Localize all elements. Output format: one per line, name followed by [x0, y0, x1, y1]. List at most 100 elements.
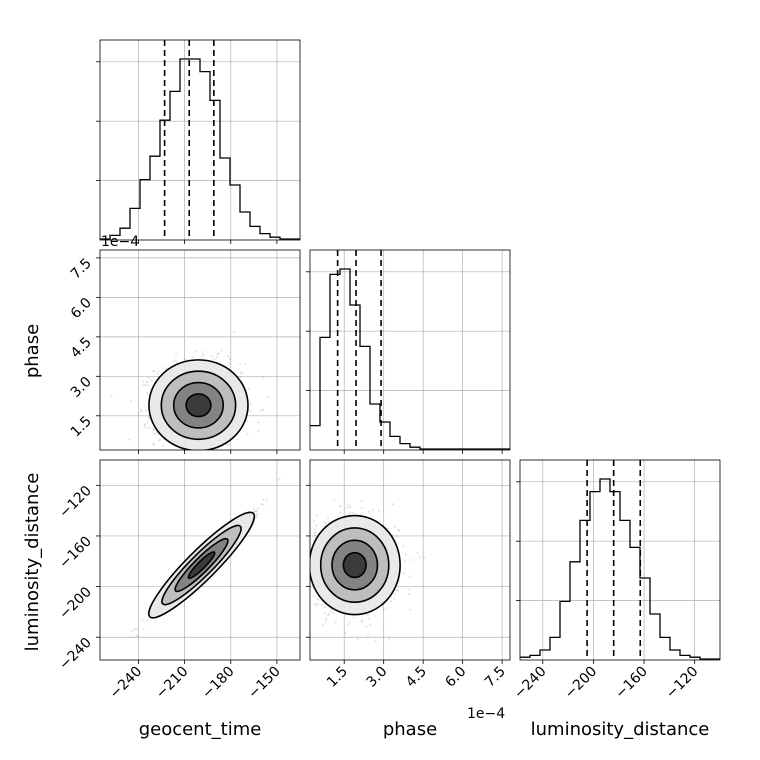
sample-point	[278, 478, 281, 481]
sample-point	[367, 613, 369, 616]
sample-point	[239, 376, 242, 379]
sample-point	[141, 618, 144, 621]
histogram-step	[520, 478, 720, 660]
y-tick-label: 4.5	[68, 334, 95, 361]
sample-point	[262, 408, 265, 411]
sample-point	[260, 409, 263, 412]
sample-point	[374, 615, 377, 618]
sample-point	[254, 510, 257, 513]
y-tick-label: 7.5	[68, 255, 95, 282]
sample-point	[345, 506, 348, 509]
sample-point	[351, 511, 354, 514]
sample-point	[367, 633, 370, 636]
sample-point	[175, 361, 178, 364]
sample-point	[228, 362, 231, 365]
sample-point	[315, 524, 318, 527]
contour-line	[185, 393, 212, 418]
sample-point	[146, 391, 149, 394]
sample-point	[201, 355, 204, 358]
sample-point	[368, 510, 370, 513]
sample-point	[142, 380, 144, 383]
sample-point	[328, 613, 330, 616]
sample-point	[313, 595, 316, 598]
sample-point	[396, 588, 399, 591]
sample-point	[210, 355, 213, 358]
sample-point	[243, 362, 246, 365]
y-tick-label: −200	[56, 584, 95, 623]
sample-point	[266, 396, 269, 399]
sample-point	[253, 510, 256, 513]
sample-point	[423, 556, 426, 559]
sample-point	[142, 628, 145, 631]
sample-point	[325, 617, 328, 620]
x-tick-label: 3.0	[363, 664, 390, 691]
sample-point	[326, 614, 329, 616]
sample-point	[313, 532, 316, 535]
sample-point	[248, 409, 251, 412]
sample-point	[143, 404, 146, 407]
hist-panel-geocent-time	[96, 39, 301, 244]
sample-point	[325, 618, 327, 621]
y-tick-label: −120	[56, 483, 95, 522]
sample-point	[392, 503, 394, 506]
sample-point	[158, 370, 161, 373]
sample-point	[257, 421, 260, 424]
x-tick-label: −240	[107, 664, 146, 703]
contour-line	[147, 511, 256, 619]
scatter-points	[110, 331, 269, 450]
sample-point	[344, 631, 347, 634]
sample-point	[316, 603, 319, 605]
scatter-panel-geocent-time-vs-luminosity-distance: −240 −210 −180 −150−240−200−160−120	[56, 459, 301, 703]
histogram-step	[310, 268, 510, 450]
sample-point	[159, 438, 162, 441]
sample-point	[324, 522, 327, 525]
sample-point	[239, 363, 242, 366]
sample-point	[321, 623, 324, 626]
sample-point	[262, 498, 265, 501]
sample-point	[407, 588, 410, 591]
sample-point	[162, 444, 165, 447]
sample-point	[317, 598, 320, 601]
x-tick-label: −120	[663, 664, 702, 703]
sample-point	[313, 519, 316, 522]
sample-point	[144, 426, 147, 429]
sample-point	[135, 635, 138, 638]
sample-point	[228, 443, 231, 446]
sample-point	[347, 503, 350, 506]
sample-point	[140, 410, 143, 413]
sample-point	[347, 624, 350, 627]
sample-point	[248, 387, 251, 390]
sample-point	[348, 621, 351, 624]
xlabel-phase: phase	[383, 719, 437, 740]
sample-point	[404, 560, 406, 563]
x-tick-label: −180	[199, 664, 238, 703]
density-level	[188, 551, 215, 579]
y-tick-label: 6.0	[68, 295, 95, 322]
contour-line	[172, 381, 225, 429]
sample-point	[216, 353, 219, 356]
sample-point	[253, 507, 255, 510]
sample-point	[128, 438, 131, 441]
sample-point	[361, 620, 364, 622]
sample-point	[147, 384, 150, 387]
offset-text-phase-x: 1e−4	[467, 706, 505, 722]
hist-panel-phase	[306, 249, 511, 454]
sample-point	[256, 512, 259, 515]
sample-point	[398, 580, 401, 583]
sample-point	[323, 521, 326, 524]
sample-point	[368, 617, 371, 620]
sample-point	[137, 411, 140, 414]
sample-point	[226, 355, 229, 357]
panel-frame	[519, 459, 721, 661]
sample-point	[369, 623, 372, 626]
sample-point	[217, 352, 220, 355]
sample-point	[416, 552, 419, 555]
sample-point	[386, 527, 389, 530]
ylabel-phase: phase	[22, 324, 43, 378]
sample-point	[256, 507, 259, 510]
sample-point	[360, 500, 363, 503]
sample-point	[142, 384, 145, 387]
sample-point	[356, 637, 359, 640]
